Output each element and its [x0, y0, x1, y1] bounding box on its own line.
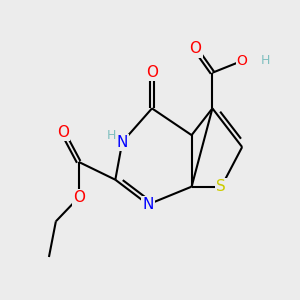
Text: O: O [146, 65, 158, 80]
Text: O: O [57, 125, 69, 140]
Text: N: N [117, 135, 128, 150]
Text: H: H [106, 129, 116, 142]
Text: O: O [73, 190, 85, 205]
Text: O: O [190, 41, 202, 56]
Text: O: O [237, 54, 248, 68]
Text: N: N [142, 197, 154, 212]
Text: S: S [217, 179, 226, 194]
Text: H: H [261, 54, 271, 67]
